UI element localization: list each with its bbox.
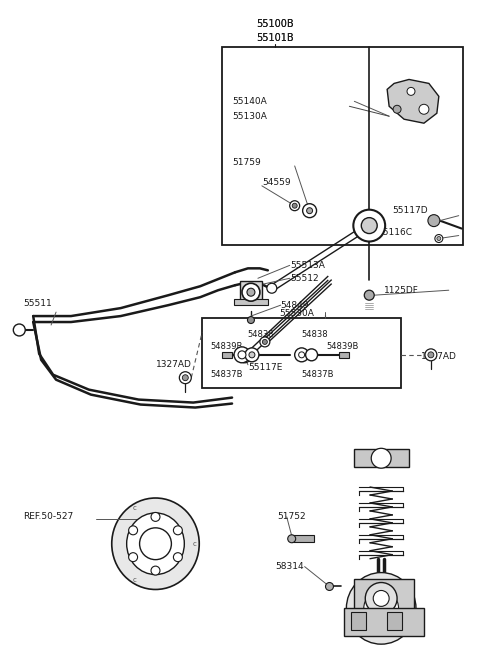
Bar [202,318,401,388]
Text: 55100B: 55100B [256,19,294,29]
Circle shape [428,215,440,227]
Circle shape [13,324,25,336]
Text: 55513A: 55513A [291,261,325,270]
Circle shape [249,352,255,358]
Ellipse shape [364,590,398,626]
Bar [354,449,409,467]
Bar [222,47,463,246]
Text: 54838: 54838 [247,331,274,339]
Text: 55511: 55511 [23,299,52,308]
Text: 54559: 54559 [262,178,290,187]
Circle shape [260,337,270,347]
Circle shape [247,288,255,296]
Text: 55101B: 55101B [256,33,294,43]
Circle shape [182,375,188,381]
Text: 54838: 54838 [301,331,328,339]
Ellipse shape [127,513,184,574]
Bar [354,578,414,618]
Text: 55117E: 55117E [248,364,282,372]
Text: c: c [132,504,136,511]
Circle shape [234,347,250,363]
Circle shape [373,590,389,607]
Circle shape [173,553,182,561]
Circle shape [129,526,138,534]
Bar [240,281,262,303]
Text: REF.50-527: REF.50-527 [23,512,73,521]
Text: 1327AD: 1327AD [421,352,457,362]
Bar [351,612,366,630]
Circle shape [306,349,318,361]
Circle shape [129,553,138,561]
Text: 54839B: 54839B [210,343,242,351]
Circle shape [353,210,385,242]
Circle shape [437,236,441,240]
Text: 55140A: 55140A [232,97,267,106]
Circle shape [242,283,260,301]
Circle shape [151,512,160,521]
Text: 55100B: 55100B [256,19,294,29]
Text: 1327AD: 1327AD [156,360,192,369]
Circle shape [140,528,171,559]
Circle shape [371,448,391,468]
Text: 54849: 54849 [281,301,309,310]
Text: 54837B: 54837B [301,370,334,379]
Text: 55116C: 55116C [377,228,412,237]
Circle shape [180,372,192,384]
Circle shape [393,105,401,113]
Circle shape [428,352,434,358]
Circle shape [151,566,160,575]
Text: 55530A: 55530A [280,309,315,318]
Text: 55101B: 55101B [256,33,294,43]
Circle shape [302,204,316,217]
Circle shape [290,200,300,211]
Bar [234,299,268,305]
Circle shape [288,534,296,543]
Text: 54837B: 54837B [210,370,243,379]
Text: c: c [192,541,196,547]
Polygon shape [387,79,439,123]
Circle shape [307,208,312,214]
Text: 1125DF: 1125DF [384,286,419,295]
Bar [292,534,313,542]
Circle shape [407,87,415,96]
Text: 55512: 55512 [291,274,319,283]
Text: 54839B: 54839B [326,343,359,351]
Circle shape [173,526,182,534]
Circle shape [238,351,246,359]
Circle shape [325,582,334,590]
Circle shape [242,356,248,360]
Circle shape [299,352,305,358]
Text: 51759: 51759 [232,159,261,168]
Circle shape [248,316,254,324]
Circle shape [292,203,297,208]
Circle shape [361,217,377,234]
Circle shape [425,349,437,361]
Circle shape [245,348,259,362]
Circle shape [267,283,277,293]
Circle shape [364,290,374,300]
Bar [339,352,349,358]
Circle shape [263,339,267,345]
Circle shape [240,353,250,363]
Text: 51752: 51752 [277,512,305,521]
Circle shape [365,582,397,614]
Text: 55117D: 55117D [392,206,428,215]
Ellipse shape [112,498,199,590]
Bar [387,612,402,630]
Ellipse shape [347,572,416,644]
Text: c: c [132,577,136,583]
Text: 58314: 58314 [275,562,303,571]
Circle shape [435,234,443,242]
Circle shape [419,104,429,114]
Circle shape [295,348,309,362]
Bar [222,352,232,358]
Bar [344,608,424,636]
Text: 55130A: 55130A [232,112,267,121]
